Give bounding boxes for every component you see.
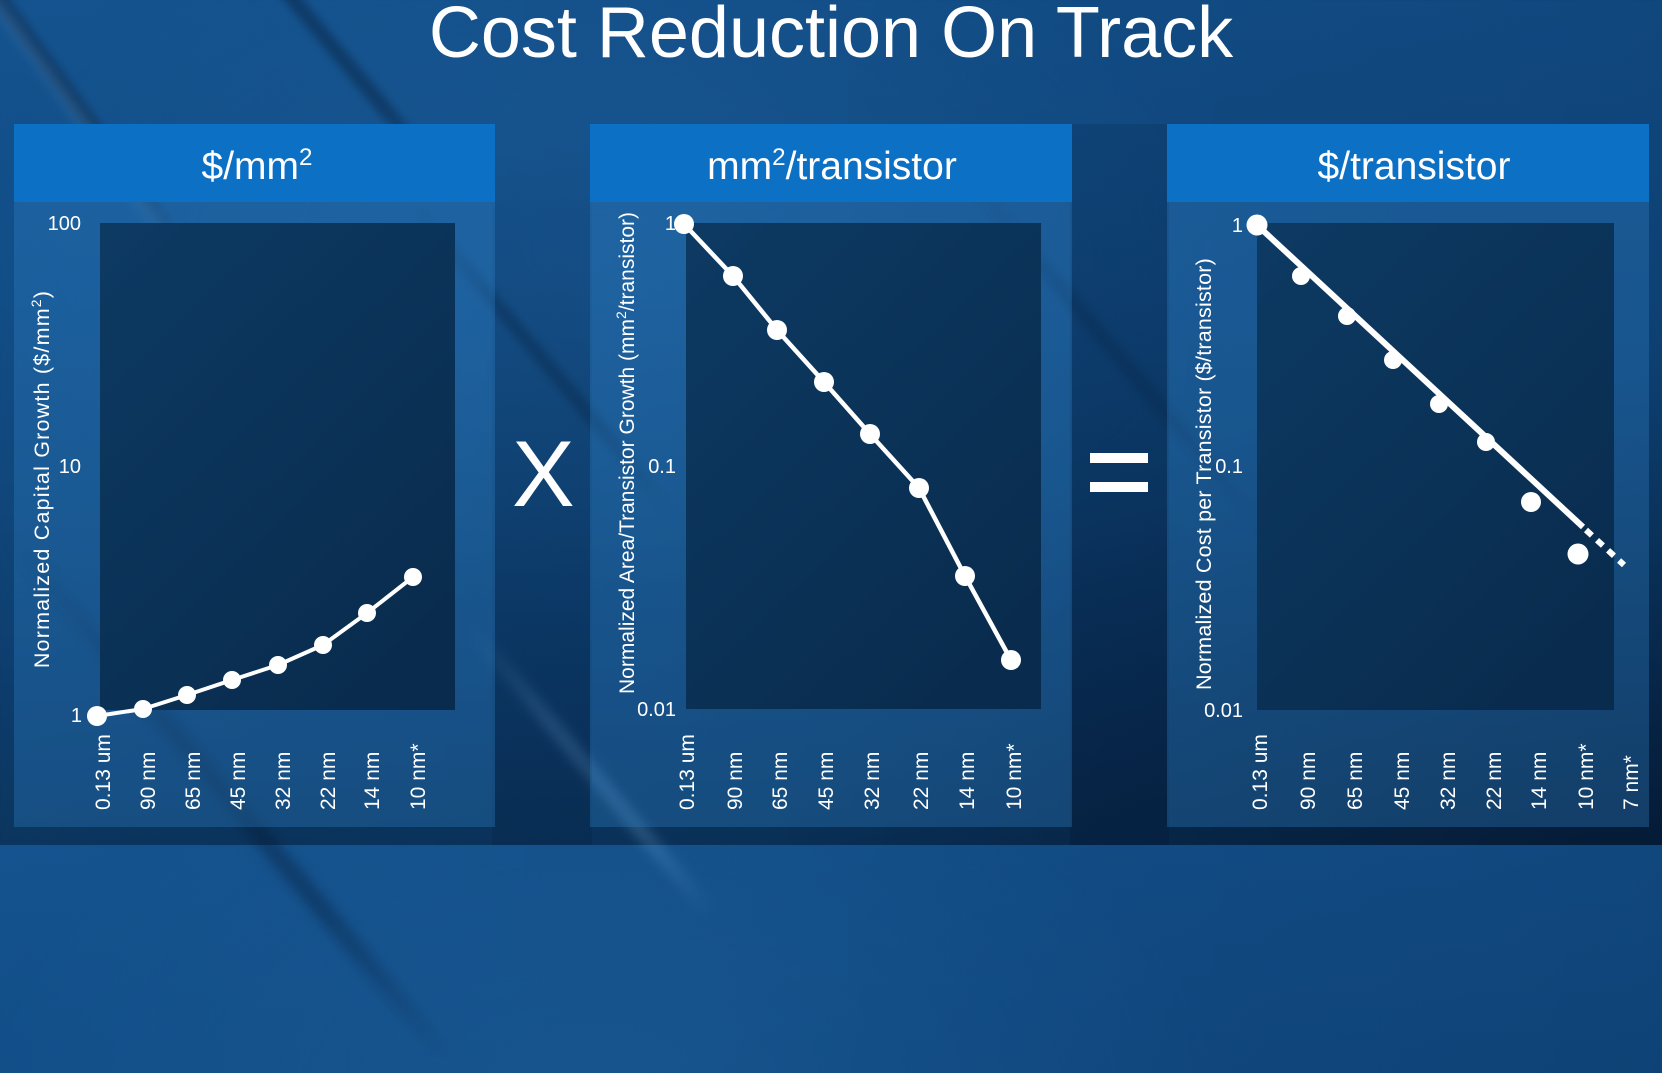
- svg-text:0.1: 0.1: [648, 456, 676, 478]
- svg-text:22 nm: 22 nm: [317, 752, 340, 810]
- svg-text:90 nm: 90 nm: [724, 752, 747, 810]
- svg-text:0.13 um: 0.13 um: [92, 734, 115, 810]
- svg-text:90 nm: 90 nm: [1297, 752, 1320, 810]
- svg-text:0.01: 0.01: [637, 699, 676, 721]
- svg-text:Normalized Capital Growth ($/m: Normalized Capital Growth ($/mm2): [28, 290, 54, 668]
- svg-text:14 nm: 14 nm: [361, 752, 384, 810]
- svg-text:Normalized Area/Transistor Gro: Normalized Area/Transistor Growth (mm2/t…: [613, 212, 639, 694]
- svg-text:65 nm: 65 nm: [182, 752, 205, 810]
- svg-text:10 nm*: 10 nm*: [407, 743, 430, 810]
- svg-text:1: 1: [71, 705, 82, 727]
- svg-text:32 nm: 32 nm: [1437, 752, 1460, 810]
- svg-text:65 nm: 65 nm: [769, 752, 792, 810]
- svg-text:7 nm*: 7 nm*: [1620, 755, 1643, 810]
- svg-text:0.13 um: 0.13 um: [676, 734, 699, 810]
- svg-text:45 nm: 45 nm: [815, 752, 838, 810]
- svg-text:32 nm: 32 nm: [272, 752, 295, 810]
- svg-text:10 nm*: 10 nm*: [1575, 743, 1598, 810]
- svg-text:65 nm: 65 nm: [1344, 752, 1367, 810]
- svg-text:10: 10: [59, 456, 81, 478]
- svg-text:0.01: 0.01: [1204, 700, 1243, 722]
- svg-text:22 nm: 22 nm: [1483, 752, 1506, 810]
- svg-text:14 nm: 14 nm: [956, 752, 979, 810]
- svg-text:32 nm: 32 nm: [861, 752, 884, 810]
- svg-text:45 nm: 45 nm: [227, 752, 250, 810]
- svg-text:22 nm: 22 nm: [910, 752, 933, 810]
- svg-text:100: 100: [48, 213, 81, 235]
- svg-text:1: 1: [1232, 215, 1243, 237]
- svg-text:0.1: 0.1: [1215, 456, 1243, 478]
- svg-text:1: 1: [665, 213, 676, 235]
- svg-text:10 nm*: 10 nm*: [1003, 743, 1026, 810]
- svg-text:90 nm: 90 nm: [137, 752, 160, 810]
- svg-text:45 nm: 45 nm: [1391, 752, 1414, 810]
- svg-text:0.13 um: 0.13 um: [1249, 734, 1272, 810]
- svg-text:Normalized Cost per Transistor: Normalized Cost per Transistor ($/transi…: [1192, 258, 1216, 690]
- svg-text:14 nm: 14 nm: [1528, 752, 1551, 810]
